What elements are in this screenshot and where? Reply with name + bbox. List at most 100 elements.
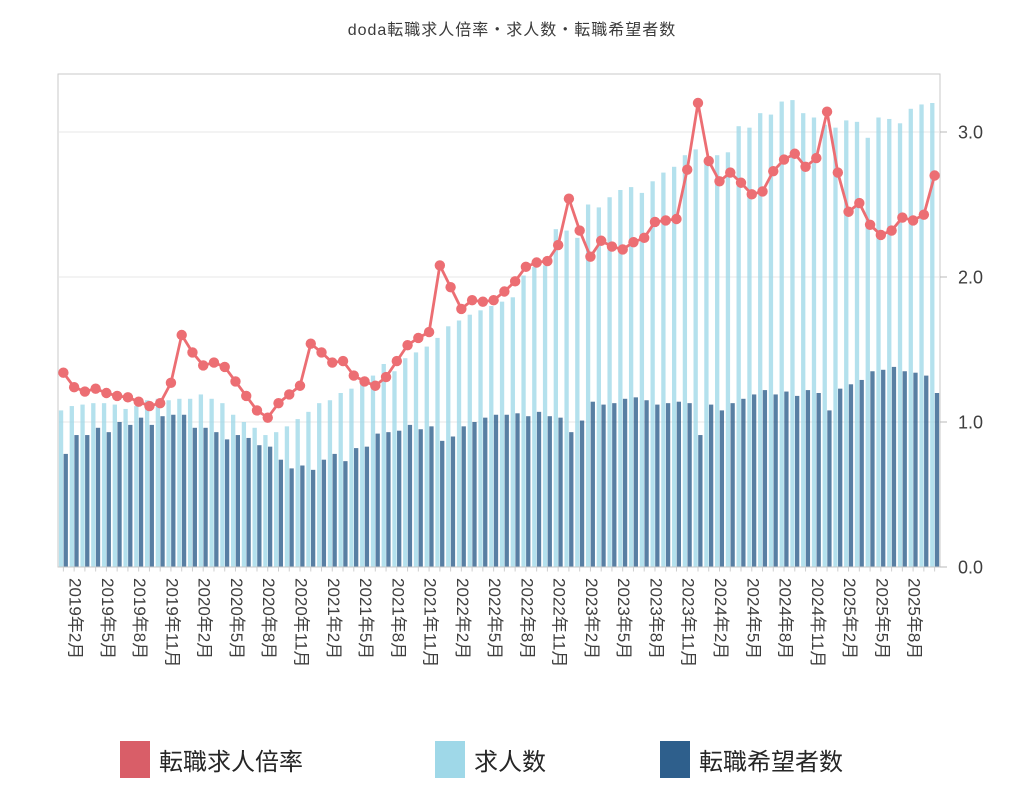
seekers-bar: [816, 393, 821, 567]
ratio-dot: [800, 161, 811, 172]
ratio-dot: [918, 209, 930, 220]
seekers-bar: [741, 398, 746, 567]
seekers-bar: [74, 435, 79, 567]
ratio-dot: [563, 193, 575, 204]
ratio-dot: [79, 386, 91, 397]
ratio-dot: [617, 244, 628, 255]
y-axis: 0.0 1.0 2.0 3.0: [940, 123, 983, 578]
jobs-bar: [134, 406, 139, 567]
ratio-dot: [574, 225, 585, 236]
ratio-dot: [531, 257, 542, 268]
seekers-bar: [493, 414, 499, 567]
jobs-bar: [198, 394, 204, 567]
ratio-dot: [58, 367, 69, 378]
seekers-bar: [730, 403, 735, 567]
jobs-bar: [392, 371, 397, 567]
jobs-bar: [865, 137, 870, 568]
ratio-dot: [456, 303, 467, 315]
jobs-bar: [628, 187, 634, 567]
ratio-dot: [821, 106, 833, 117]
jobs-bar: [413, 352, 419, 567]
seekers-bar: [870, 371, 875, 567]
ratio-dot: [359, 376, 370, 387]
ratio-dot: [854, 197, 865, 209]
seekers-bar: [848, 384, 854, 567]
ratio-dot: [757, 186, 768, 197]
x-tick-label: 2019年8月: [130, 578, 149, 659]
legend-swatch-jobs: [435, 741, 465, 778]
jobs-bar: [478, 310, 483, 567]
x-tick-label: 2020年5月: [227, 578, 246, 659]
seekers-bar: [751, 394, 757, 567]
ratio-dot: [692, 97, 704, 109]
jobs-bar: [585, 204, 591, 567]
ratio-dot: [907, 215, 919, 226]
ratio-dot: [628, 237, 639, 248]
jobs-bar: [844, 120, 849, 568]
jobs-bar: [596, 207, 601, 567]
ratio-dot: [198, 360, 209, 371]
seekers-bar: [407, 424, 413, 567]
jobs-bar: [381, 364, 386, 567]
ratio-dot: [68, 382, 80, 393]
ratio-dot: [746, 189, 757, 200]
jobs-bar: [542, 265, 548, 567]
seekers-bar: [579, 420, 585, 567]
seekers-bar: [687, 403, 692, 567]
jobs-bar: [112, 404, 117, 567]
ratio-dot: [144, 400, 155, 412]
seekers-bar: [63, 453, 68, 567]
jobs-bar: [811, 117, 817, 567]
x-tick-label: 2025年5月: [872, 578, 891, 659]
ratio-dot: [391, 355, 403, 367]
ratio-dot: [380, 371, 392, 383]
jobs-bar: [930, 103, 935, 567]
ratio-dots: [58, 97, 940, 423]
jobs-bar: [499, 301, 505, 567]
jobs-bar: [639, 192, 645, 567]
seekers-bar: [321, 459, 327, 567]
legend-item-seekers: 転職希望者数: [660, 741, 843, 778]
jobs-bar: [467, 314, 472, 567]
ratio-dot: [864, 219, 876, 230]
ratio-dot: [542, 255, 553, 267]
ratio-dot: [639, 232, 650, 244]
jobs-bar: [758, 113, 763, 568]
seekers-bar: [149, 424, 154, 567]
seekers-bar: [300, 465, 305, 567]
jobs-bar: [779, 101, 784, 568]
x-tick-label: 2020年2月: [195, 578, 214, 659]
y-tick-label: 1.0: [958, 413, 983, 433]
jobs-bar: [317, 403, 322, 567]
ratio-dot: [682, 164, 693, 175]
ratio-dot: [778, 154, 790, 165]
seekers-bar: [504, 414, 509, 567]
ratio-dot: [230, 376, 241, 387]
ratio-dot: [133, 396, 144, 407]
ratio-dot: [165, 377, 177, 389]
ratio-dot: [176, 329, 187, 341]
ratio-dot: [316, 347, 327, 358]
seekers-bar: [440, 440, 445, 567]
jobs-bar: [446, 326, 451, 567]
seekers-bar: [310, 469, 316, 567]
seekers-bar: [612, 403, 617, 567]
jobs-bar: [177, 398, 182, 567]
seekers-bar: [332, 453, 337, 567]
seekers-bar: [644, 400, 649, 567]
jobs-bar: [155, 398, 160, 567]
jobs-bar: [349, 388, 354, 567]
ratio-dot: [413, 332, 424, 344]
seekers-bar: [354, 448, 359, 567]
seekers-bar: [655, 404, 660, 567]
ratio-dot: [273, 397, 284, 409]
jobs-bar: [672, 166, 677, 568]
ratio-dot: [714, 176, 725, 187]
jobs-bar: [284, 426, 290, 567]
x-tick-label: 2021年8月: [388, 578, 407, 659]
seekers-bar: [590, 401, 595, 567]
ratio-dot: [660, 215, 671, 226]
seekers-bar: [773, 394, 778, 567]
ratio-dot: [735, 177, 747, 188]
ratio-dot: [466, 295, 478, 306]
